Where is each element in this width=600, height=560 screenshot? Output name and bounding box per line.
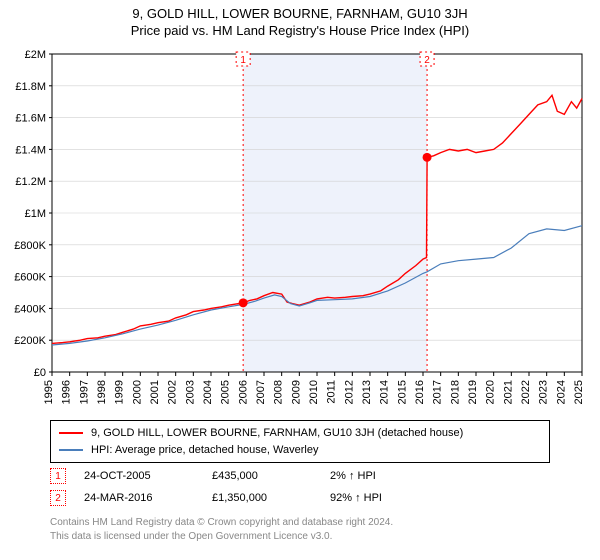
svg-text:2: 2 — [424, 55, 430, 66]
svg-text:1995: 1995 — [43, 380, 55, 404]
transaction-marker-1: 1 — [50, 468, 66, 484]
svg-text:2002: 2002 — [167, 380, 179, 404]
chart-title-address: 9, GOLD HILL, LOWER BOURNE, FARNHAM, GU1… — [0, 6, 600, 21]
svg-text:£2M: £2M — [25, 49, 46, 61]
transaction-price-1: £435,000 — [212, 470, 312, 482]
svg-text:2008: 2008 — [273, 380, 285, 404]
legend-swatch-red — [59, 432, 83, 434]
footer-attribution: Contains HM Land Registry data © Crown c… — [50, 516, 393, 543]
footer-line-1: Contains HM Land Registry data © Crown c… — [50, 516, 393, 530]
svg-text:2003: 2003 — [184, 380, 196, 404]
legend-row-1: 9, GOLD HILL, LOWER BOURNE, FARNHAM, GU1… — [59, 425, 541, 442]
svg-text:£200K: £200K — [14, 335, 46, 347]
svg-text:£1.2M: £1.2M — [15, 176, 46, 188]
transaction-row-1: 1 24-OCT-2005 £435,000 2% ↑ HPI — [50, 468, 410, 484]
svg-text:2004: 2004 — [202, 380, 214, 404]
legend-label-1: 9, GOLD HILL, LOWER BOURNE, FARNHAM, GU1… — [91, 425, 463, 442]
svg-text:2001: 2001 — [149, 380, 161, 404]
svg-text:1: 1 — [240, 55, 246, 66]
svg-text:£600K: £600K — [14, 272, 46, 284]
svg-text:1996: 1996 — [61, 380, 73, 404]
svg-text:£0: £0 — [34, 367, 46, 379]
svg-text:2011: 2011 — [326, 380, 338, 404]
svg-text:2024: 2024 — [555, 380, 567, 404]
svg-text:2023: 2023 — [538, 380, 550, 404]
transaction-pct-2: 92% ↑ HPI — [330, 492, 410, 504]
svg-text:£400K: £400K — [14, 303, 46, 315]
transaction-date-1: 24-OCT-2005 — [84, 470, 194, 482]
svg-text:2013: 2013 — [361, 380, 373, 404]
svg-text:1999: 1999 — [114, 380, 126, 404]
svg-text:2014: 2014 — [379, 380, 391, 404]
svg-text:2022: 2022 — [520, 380, 532, 404]
svg-text:£1.6M: £1.6M — [15, 113, 46, 125]
svg-text:£1.4M: £1.4M — [15, 144, 46, 156]
svg-text:£800K: £800K — [14, 240, 46, 252]
svg-text:2007: 2007 — [255, 380, 267, 404]
svg-text:2005: 2005 — [220, 380, 232, 404]
transaction-date-2: 24-MAR-2016 — [84, 492, 194, 504]
legend-swatch-blue — [59, 449, 83, 451]
transaction-pct-1: 2% ↑ HPI — [330, 470, 410, 482]
chart-svg: £0 £200K £400K £600K £800K £1M £1.2M £1.4M £1.6M… — [8, 44, 592, 414]
svg-text:£1M: £1M — [25, 208, 46, 220]
svg-text:2021: 2021 — [502, 380, 514, 404]
svg-text:2018: 2018 — [449, 380, 461, 404]
svg-text:2012: 2012 — [343, 380, 355, 404]
svg-text:2015: 2015 — [396, 380, 408, 404]
legend-label-2: HPI: Average price, detached house, Wave… — [91, 442, 318, 459]
svg-text:1997: 1997 — [78, 380, 90, 404]
svg-text:2016: 2016 — [414, 380, 426, 404]
legend-box: 9, GOLD HILL, LOWER BOURNE, FARNHAM, GU1… — [50, 420, 550, 463]
transaction-row-2: 2 24-MAR-2016 £1,350,000 92% ↑ HPI — [50, 490, 410, 506]
svg-text:2006: 2006 — [237, 380, 249, 404]
svg-text:2009: 2009 — [290, 380, 302, 404]
chart-area: £0 £200K £400K £600K £800K £1M £1.2M £1.4M £1.6M… — [8, 44, 592, 414]
transaction-price-2: £1,350,000 — [212, 492, 312, 504]
svg-text:£1.8M: £1.8M — [15, 81, 46, 93]
chart-title-block: 9, GOLD HILL, LOWER BOURNE, FARNHAM, GU1… — [0, 0, 600, 38]
svg-text:2000: 2000 — [131, 380, 143, 404]
transactions-block: 1 24-OCT-2005 £435,000 2% ↑ HPI 2 24-MAR… — [50, 462, 410, 506]
svg-text:2010: 2010 — [308, 380, 320, 404]
svg-text:2017: 2017 — [432, 380, 444, 404]
svg-text:2025: 2025 — [573, 380, 585, 404]
svg-text:1998: 1998 — [96, 380, 108, 404]
chart-title-subtitle: Price paid vs. HM Land Registry's House … — [0, 23, 600, 38]
transaction-marker-2: 2 — [50, 490, 66, 506]
svg-text:2019: 2019 — [467, 380, 479, 404]
svg-text:2020: 2020 — [485, 380, 497, 404]
legend-row-2: HPI: Average price, detached house, Wave… — [59, 442, 541, 459]
footer-line-2: This data is licensed under the Open Gov… — [50, 530, 393, 544]
